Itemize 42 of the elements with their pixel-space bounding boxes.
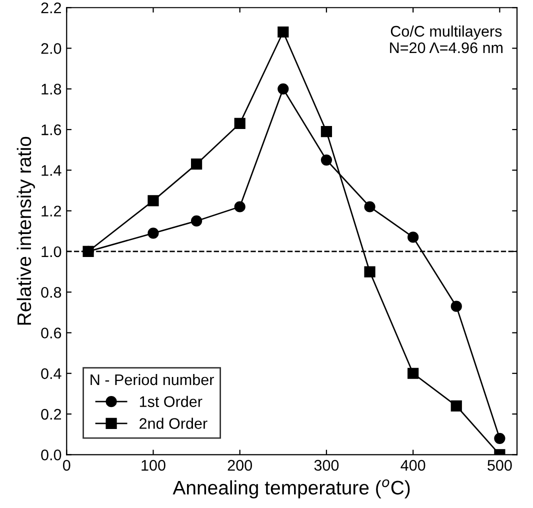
point bbox=[190, 215, 202, 227]
y-tick-label: 0.0 bbox=[41, 450, 62, 460]
legend-title: N - Period number bbox=[90, 374, 214, 386]
x-tick-label: 200 bbox=[228, 460, 252, 471]
point bbox=[450, 300, 462, 312]
legend-label: 1st Order bbox=[140, 396, 202, 408]
x-tick-label: 300 bbox=[314, 460, 339, 471]
y-tick-label: 1.2 bbox=[42, 206, 61, 216]
annotation: Co/C multilayers N=20 Λ=4.96 nm bbox=[390, 26, 502, 54]
point bbox=[364, 266, 376, 278]
y-axis-title: Relative intensity ratio bbox=[16, 136, 35, 325]
point bbox=[450, 400, 462, 412]
point bbox=[148, 195, 159, 206]
y-tick-label: 0.6 bbox=[41, 328, 62, 338]
point bbox=[148, 228, 159, 239]
point bbox=[234, 201, 246, 212]
x-tick-label: 0 bbox=[62, 460, 70, 471]
point bbox=[494, 432, 506, 444]
y-tick-label: 0.2 bbox=[41, 408, 61, 420]
point bbox=[234, 118, 246, 129]
y-tick-label: 1.4 bbox=[42, 165, 62, 176]
point bbox=[278, 26, 289, 38]
point bbox=[320, 126, 332, 138]
y-tick-label: 0.8 bbox=[41, 286, 62, 298]
y-tick-label: 2.2 bbox=[41, 2, 61, 14]
point bbox=[408, 232, 419, 243]
y-tick-label: 0.4 bbox=[41, 368, 62, 380]
y-tick-label: 2.0 bbox=[41, 43, 62, 54]
y-tick-label: 1.8 bbox=[42, 84, 62, 95]
point bbox=[364, 201, 376, 212]
point bbox=[408, 368, 419, 379]
x-tick-label: 500 bbox=[488, 460, 512, 471]
point bbox=[190, 158, 202, 170]
point bbox=[278, 83, 289, 94]
x-tick-label: 400 bbox=[400, 460, 426, 471]
x-axis-title: Annealing temperature ($^{o}$C) bbox=[172, 479, 410, 498]
legend-label: 2nd Order bbox=[140, 418, 208, 429]
y-tick-label: 1.0 bbox=[42, 246, 62, 258]
x-tick-label: 100 bbox=[142, 460, 166, 471]
point bbox=[320, 154, 332, 166]
point bbox=[82, 246, 94, 258]
y-tick-label: 1.6 bbox=[42, 124, 62, 136]
